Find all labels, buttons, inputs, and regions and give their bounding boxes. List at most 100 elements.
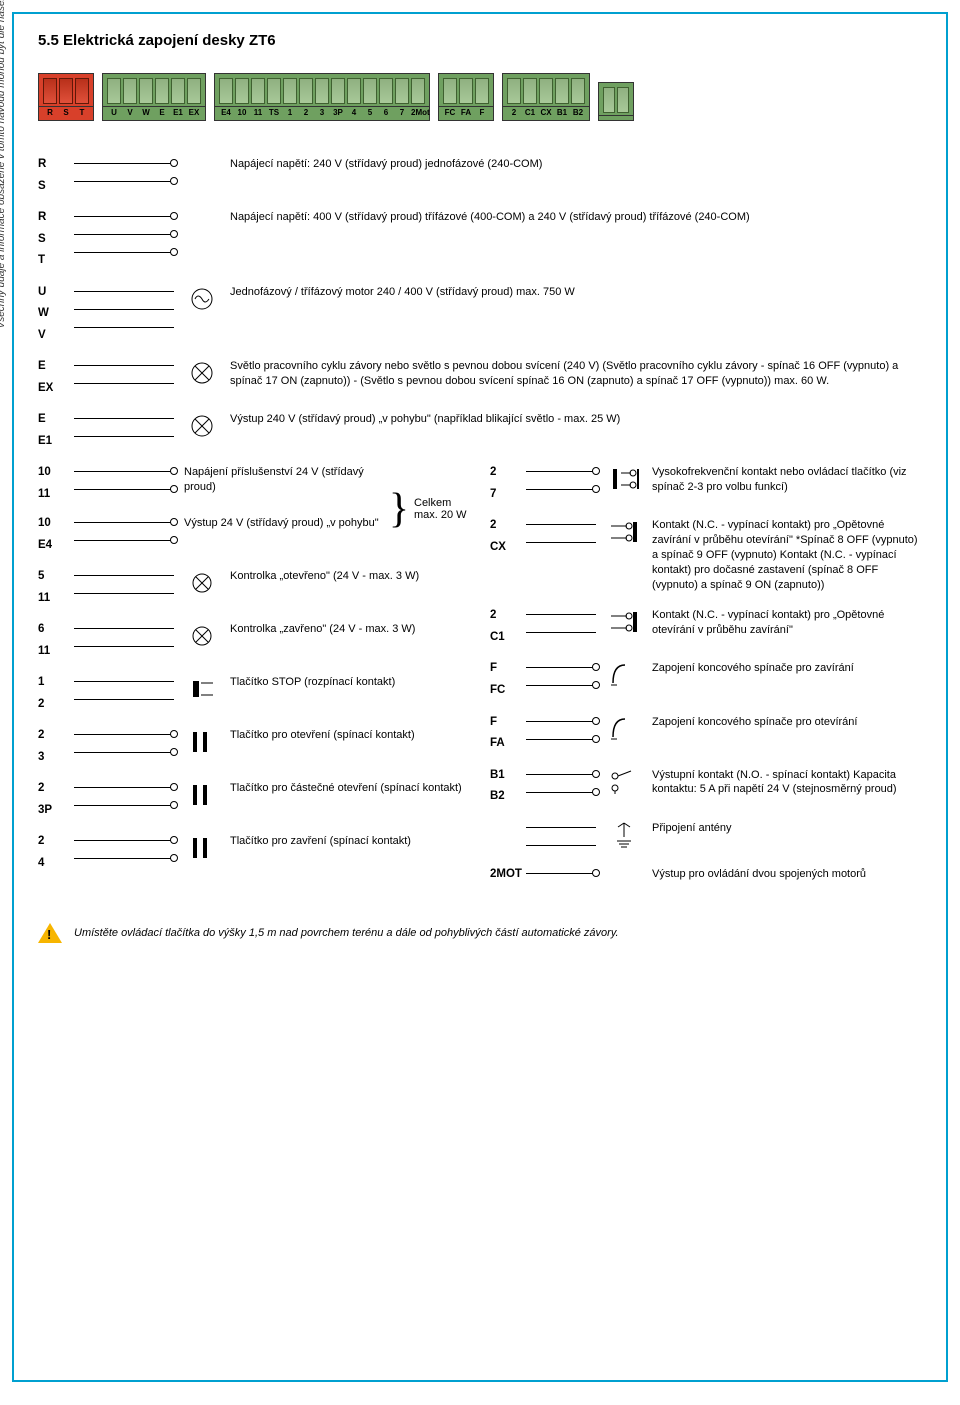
desc-eex: Světlo pracovního cyklu závory nebo svět… [230,359,922,389]
maxnote: Celkem max. 20 W [414,497,470,521]
terminal-block: FCFAF [438,73,494,121]
terminal-label: 2MOT [490,867,522,883]
terminal-label: 11 [38,644,50,660]
terminal-label: E [38,412,46,428]
no-contact-icon [184,781,220,809]
desc-ant: Připojení antény [652,821,922,836]
terminal-label: R [38,157,46,173]
lamp-icon [184,412,220,440]
row-ee1: E E1 Výstup 240 V (střídavý proud) „v poh… [38,412,922,449]
terminal-label: E [38,359,46,375]
row-2c1: 2 C1 Kontakt (N.C. - vypínací kontakt) pr… [490,608,922,645]
desc-uwv: Jednofázový / třífázový motor 240 / 400 … [230,285,922,300]
warning-text: Umístěte ovládací tlačítka do výšky 1,5 … [74,927,619,939]
desc-1011: Napájení příslušenství 24 V (střídavý pr… [184,465,384,495]
terminal-label: 11 [38,591,50,607]
row-511: 5 11 Kontrolka „otevřeno" (24 V - max. 3 … [38,569,470,606]
row-2cx: 2 CX Kontakt (N.C. - vypínací kontakt) pr… [490,518,922,592]
terminal-label: 1 [38,675,44,691]
terminal-block: E41011TS1233P45672Mot [214,73,430,121]
terminal-label: 4 [38,856,44,872]
terminal-block [598,82,634,121]
terminal-label: F [490,661,497,677]
desc-rs: Napájecí napětí: 240 V (střídavý proud) … [230,157,922,172]
terminal-label: S [38,179,46,195]
row-611: 6 11 Kontrolka „zavřeno" (24 V - max. 3 W… [38,622,470,659]
row-b1b2: B1 B2 Výstupní kontakt (N.O. - spínací ko… [490,768,922,805]
desc-2cx: Kontakt (N.C. - vypínací kontakt) pro „O… [652,518,922,592]
desc-511: Kontrolka „otevřeno" (24 V - max. 3 W) [230,569,470,584]
lamp-icon [184,622,220,650]
no-contact-icon [184,728,220,756]
terminal-label: B1 [490,768,505,784]
terminal-label: 2 [490,518,496,534]
row-23p: 2 3P Tlačítko pro částečné otevření (spín… [38,781,470,818]
desc-ee1: Výstup 240 V (střídavý proud) „v pohybu"… [230,412,922,427]
row-eex: E EX Světlo pracovního cyklu závory nebo … [38,359,922,396]
warning-row: Umístěte ovládací tlačítka do výšky 1,5 … [38,923,922,943]
desc-b1b2: Výstupní kontakt (N.O. - spínací kontakt… [652,768,922,798]
no-contact-icon [606,465,642,493]
page-frame: 5.5 Elektrická zapojení desky ZT6 RSTUVW… [12,12,948,1382]
nc-contact-icon [606,518,642,546]
terminal-label: 2 [38,728,44,744]
limit-switch-icon [606,661,642,689]
row-24: 2 4 Tlačítko pro zavření (spínací kontakt… [38,834,470,871]
terminal-label: B2 [490,789,505,805]
terminal-label: 2 [38,697,44,713]
desc-rst: Napájecí napětí: 400 V (střídavý proud) … [230,210,922,225]
desc-23p: Tlačítko pro částečné otevření (spínací … [230,781,470,796]
desc-24: Tlačítko pro zavření (spínací kontakt) [230,834,470,849]
terminal-block: UVWEE1EX [102,73,206,121]
side-disclaimer: Všechny údaje a informace obsažené v tom… [0,0,7,392]
terminal-label: 2 [38,781,44,797]
limit-switch-icon [606,715,642,743]
terminal-label: 5 [38,569,44,585]
row-1011: 1011 Napájení příslušenství 24 V (střída… [38,465,384,502]
brace-icon: } [392,488,406,530]
row-rst: RST Napájecí napětí: 400 V (střídavý pro… [38,210,922,269]
terminal-label: W [38,306,49,322]
terminal-block: RST [38,73,94,121]
row-ffa: FFA Zapojení koncového spínače pro oteví… [490,715,922,752]
row-27: 2 7 Vysokofrekvenční kontakt nebo ovládac… [490,465,922,502]
terminal-blocks: RSTUVWEE1EXE41011TS1233P45672MotFCFAF2C1… [38,73,922,121]
desc-23: Tlačítko pro otevření (spínací kontakt) [230,728,470,743]
terminal-block: 2C1CXB1B2 [502,73,590,121]
desc-27: Vysokofrekvenční kontakt nebo ovládací t… [652,465,922,495]
terminal-label: 3 [38,750,44,766]
row-2mot: 2MOT Výstup pro ovládání dvou spojených … [490,867,922,895]
warning-icon [38,923,62,943]
terminal-label: CX [490,540,506,556]
lamp-icon [184,359,220,387]
terminal-label: FA [490,736,505,752]
row-antenna: Připojení antény [490,821,922,851]
row-12: 1 2 Tlačítko STOP (rozpínací kontakt) [38,675,470,712]
terminal-label: C1 [490,630,505,646]
terminal-label: 10 [38,516,51,532]
nc-contact-icon [606,608,642,636]
terminal-label: EX [38,381,53,397]
terminal-label: 7 [490,487,496,503]
desc-611: Kontrolka „zavřeno" (24 V - max. 3 W) [230,622,470,637]
terminal-label: 2 [490,465,496,481]
terminal-label: U [38,285,46,301]
terminal-label: 2 [38,834,44,850]
lamp-icon [184,569,220,597]
relay-contact-icon [606,768,642,796]
wiring-rows: RS Napájecí napětí: 240 V (střídavý prou… [38,157,922,895]
terminal-label: S [38,232,46,248]
terminal-label: FC [490,683,505,699]
row-uwv: UWV Jednofázový / třífázový motor 240 / … [38,285,922,344]
terminal-label: 6 [38,622,44,638]
section-title: 5.5 Elektrická zapojení desky ZT6 [38,32,922,49]
terminal-label: E1 [38,434,52,450]
terminal-label: V [38,328,46,344]
terminal-label: T [38,253,45,269]
no-contact-icon [184,834,220,862]
terminal-label: 2 [490,608,496,624]
desc-2c1: Kontakt (N.C. - vypínací kontakt) pro „O… [652,608,922,638]
desc-12: Tlačítko STOP (rozpínací kontakt) [230,675,470,690]
desc-2mot: Výstup pro ovládání dvou spojených motor… [652,867,922,882]
terminal-label: 3P [38,803,52,819]
